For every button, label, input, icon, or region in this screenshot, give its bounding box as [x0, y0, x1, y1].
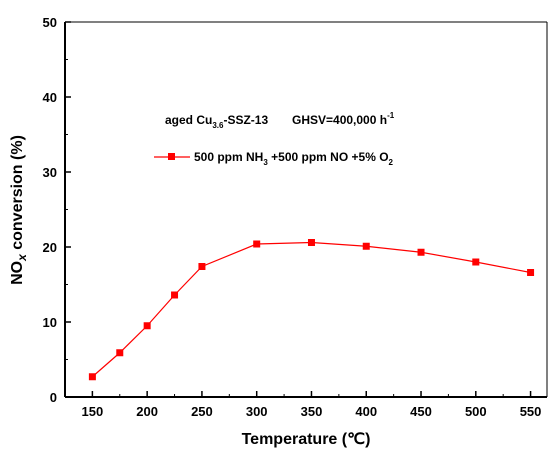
- x-tick-label: 500: [465, 404, 487, 419]
- x-tick-label: 450: [410, 404, 432, 419]
- data-point: [253, 240, 261, 248]
- x-tick-label: 350: [301, 404, 323, 419]
- x-axis-title: Temperature (℃): [242, 431, 371, 448]
- y-tick-label: 0: [50, 390, 57, 405]
- data-point: [88, 373, 96, 381]
- y-tick-label: 10: [43, 315, 57, 330]
- data-point: [143, 322, 151, 330]
- data-point: [527, 269, 535, 276]
- x-tick-label: 300: [246, 404, 268, 419]
- y-axis-title: NOx conversion (%): [9, 135, 29, 285]
- data-point: [198, 263, 206, 270]
- data-point: [307, 239, 315, 246]
- data-point: [417, 248, 425, 256]
- data-point: [116, 349, 124, 357]
- legend: 500 ppm NH3 +500 ppm NO +5% O2: [154, 150, 394, 167]
- x-tick-label: 250: [191, 404, 213, 419]
- x-tick-label: 150: [82, 404, 104, 419]
- data-point: [472, 258, 480, 266]
- legend-label: 500 ppm NH3 +500 ppm NO +5% O2: [194, 150, 394, 167]
- x-tick-label: 400: [355, 404, 377, 419]
- y-tick-label: 40: [43, 90, 57, 105]
- plot-area: [65, 22, 547, 397]
- data-point: [362, 242, 370, 250]
- x-tick-label: 550: [520, 404, 542, 419]
- y-tick-label: 20: [43, 240, 57, 255]
- legend-marker: [168, 153, 175, 160]
- chart-annotation: aged Cu3.6-SSZ-13 GHSV=400,000 h-1: [165, 111, 395, 130]
- series-nox-conversion: [88, 239, 535, 381]
- x-tick-labels: 150 200 250 300 350 400 450 500 550: [82, 404, 542, 419]
- y-tick-labels: 0 10 20 30 40 50: [43, 15, 57, 405]
- y-tick-label: 30: [43, 165, 57, 180]
- y-tick-label: 50: [43, 15, 57, 30]
- x-tick-label: 200: [136, 404, 158, 419]
- data-point: [171, 291, 179, 299]
